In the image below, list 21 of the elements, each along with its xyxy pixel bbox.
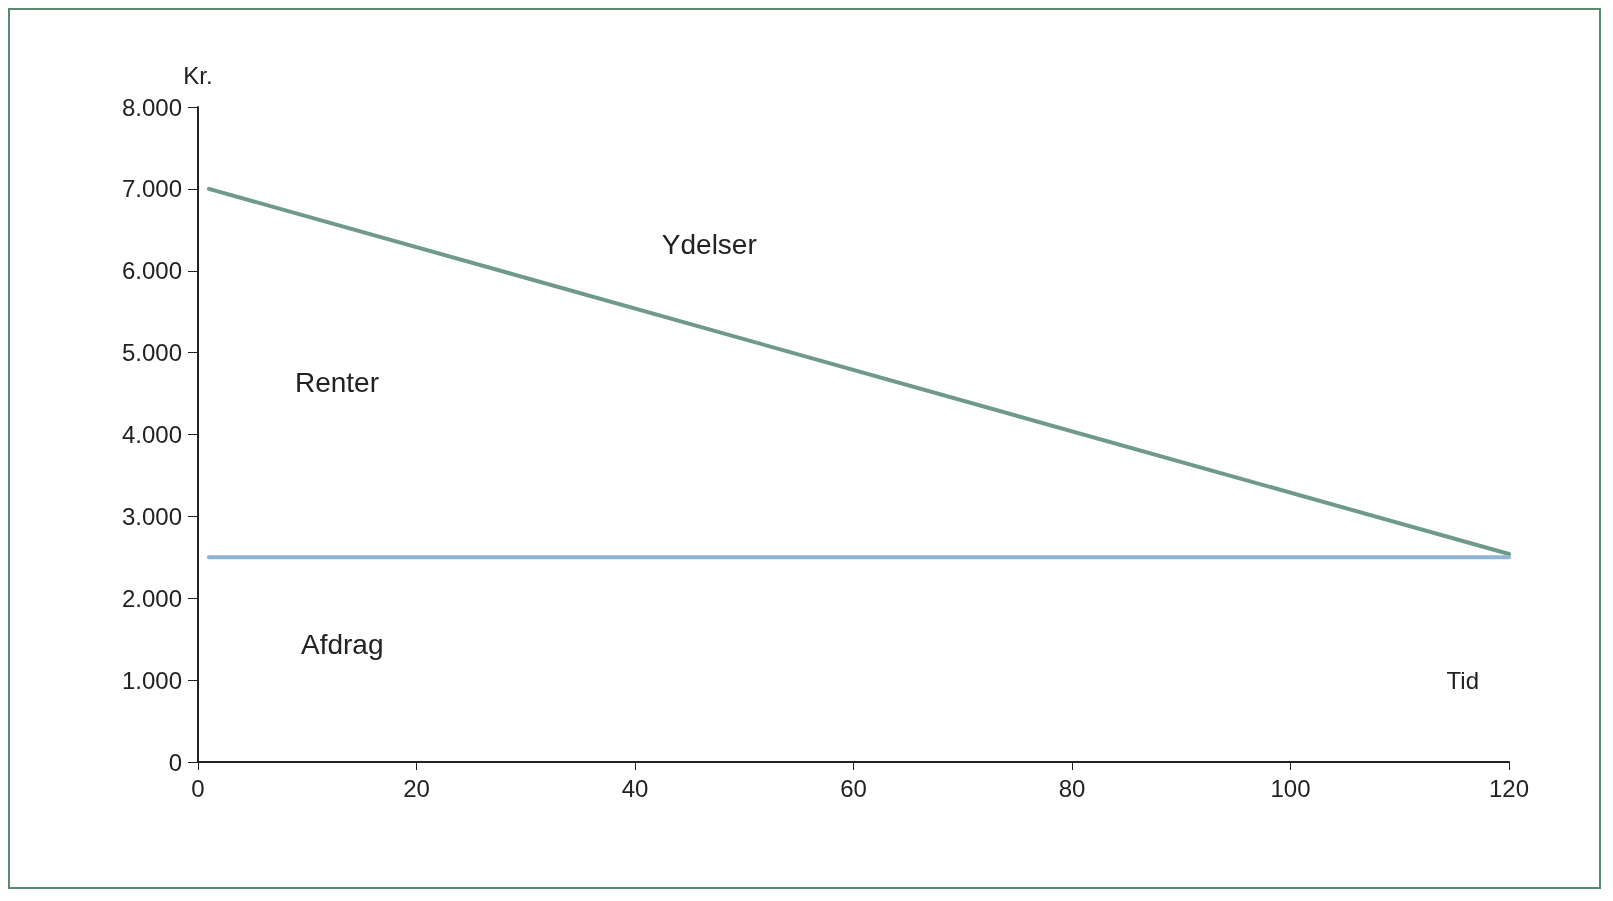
y-tick-label: 1.000 (121, 666, 182, 694)
annotation: Afdrag (300, 628, 384, 660)
x-tick-label: 80 (1058, 774, 1086, 802)
x-tick-label: 20 (403, 774, 430, 802)
x-tick-label: 40 (621, 774, 649, 802)
y-tick-label: 0 (168, 748, 182, 776)
y-tick-label: 3.000 (121, 502, 182, 530)
annotation: Ydelser (661, 229, 757, 261)
x-tick-label: 100 (1270, 774, 1311, 802)
annotation: Renter (294, 366, 379, 398)
y-tick-label: 4.000 (121, 421, 182, 448)
y-axis-title: Kr. (183, 61, 213, 89)
y-tick-label: 5.000 (121, 339, 182, 367)
x-tick-label: 60 (840, 774, 867, 802)
x-tick-label: 0 (191, 774, 205, 802)
y-tick-label: 8.000 (121, 93, 182, 121)
x-axis-title: Tid (1446, 666, 1479, 694)
y-tick-label: 7.000 (121, 175, 182, 203)
y-tick-label: 6.000 (121, 257, 182, 285)
y-tick-label: 2.000 (121, 584, 182, 612)
x-tick-label: 120 (1488, 774, 1530, 802)
